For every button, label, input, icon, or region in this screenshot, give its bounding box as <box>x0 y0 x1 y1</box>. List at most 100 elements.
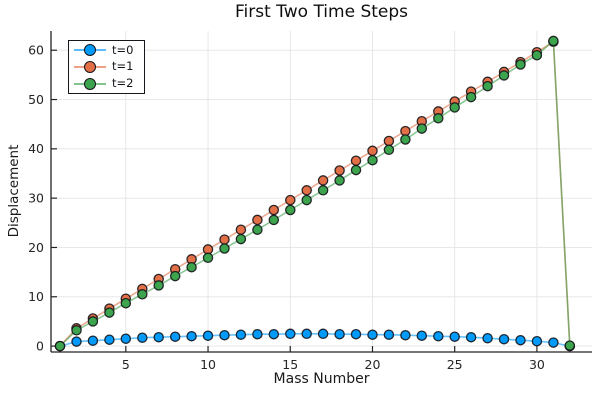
data-point-t=2 <box>317 185 329 196</box>
legend-entry-t0: t=0 <box>69 43 144 58</box>
data-point-t=2 <box>120 297 132 309</box>
data-point-t=0 <box>433 330 444 342</box>
y-axis-label: Displacement <box>6 144 22 238</box>
data-point-t=0 <box>482 332 493 344</box>
data-point-t=0 <box>350 328 362 340</box>
data-point-t=2 <box>400 134 411 145</box>
data-point-t=2 <box>465 91 477 103</box>
data-point-t=1 <box>334 165 345 176</box>
data-point-t=2 <box>268 214 280 226</box>
data-point-t=2 <box>334 175 345 186</box>
data-point-t=0 <box>252 328 263 340</box>
data-point-t=2 <box>54 340 66 352</box>
data-point-t=0 <box>416 330 428 341</box>
data-point-t=2 <box>186 261 197 273</box>
data-point-t=2 <box>367 154 378 166</box>
data-point-t=0 <box>268 328 280 340</box>
data-point-t=2 <box>235 233 247 245</box>
data-point-t=0 <box>120 333 132 344</box>
data-point-t=2 <box>350 164 362 176</box>
data-point-t=2 <box>449 102 460 113</box>
data-point-t=0 <box>219 329 230 341</box>
x-tick-label: 20 <box>365 357 381 372</box>
x-tick-label: 30 <box>529 357 545 372</box>
data-point-t=0 <box>449 331 460 342</box>
data-point-t=2 <box>169 270 181 282</box>
data-point-t=1 <box>301 185 312 196</box>
data-point-t=1 <box>317 175 329 186</box>
data-point-t=1 <box>268 204 280 216</box>
data-point-t=2 <box>153 280 164 291</box>
data-point-t=0 <box>87 335 99 346</box>
data-point-t=1 <box>367 145 378 157</box>
y-tick-label: 20 <box>28 240 44 255</box>
legend-swatch <box>74 44 106 57</box>
x-tick-label: 25 <box>447 357 463 372</box>
y-tick-label: 0 <box>36 338 44 353</box>
data-point-t=0 <box>400 329 411 341</box>
data-point-t=0 <box>367 329 378 340</box>
data-point-t=1 <box>235 224 247 235</box>
data-point-t=0 <box>498 333 510 345</box>
y-tick-label: 40 <box>28 141 44 156</box>
circle-marker-icon <box>84 44 96 57</box>
data-point-t=2 <box>515 59 526 70</box>
data-point-t=0 <box>186 330 197 342</box>
data-point-t=1 <box>383 135 395 147</box>
data-point-t=2 <box>482 80 493 92</box>
x-tick-label: 5 <box>122 357 130 372</box>
data-point-t=2 <box>416 123 428 134</box>
data-point-t=1 <box>350 155 362 166</box>
legend-entry-t2: t=2 <box>69 76 144 91</box>
data-point-t=2 <box>71 325 82 336</box>
data-point-t=2 <box>301 194 312 206</box>
chart-title: First Two Time Steps <box>234 2 409 22</box>
data-point-t=0 <box>301 328 312 340</box>
data-point-t=2 <box>104 307 115 318</box>
data-point-t=2 <box>564 340 576 351</box>
data-point-t=0 <box>169 331 181 342</box>
data-point-t=2 <box>219 243 230 254</box>
y-tick-label: 30 <box>28 190 44 205</box>
data-point-t=0 <box>235 329 247 340</box>
data-point-t=0 <box>465 331 477 343</box>
data-point-t=0 <box>531 335 543 347</box>
data-point-t=2 <box>531 49 543 61</box>
data-point-t=1 <box>219 234 230 245</box>
data-point-t=2 <box>433 113 444 124</box>
x-tick-label: 15 <box>282 357 298 372</box>
data-point-t=2 <box>137 289 148 300</box>
data-point-t=0 <box>548 337 559 348</box>
legend-swatch <box>74 77 106 90</box>
legend-swatch <box>74 61 106 74</box>
data-point-t=2 <box>498 70 510 81</box>
data-point-t=1 <box>285 194 296 206</box>
y-tick-label: 50 <box>28 92 44 107</box>
legend-label: t=2 <box>112 76 134 90</box>
y-tick-label: 10 <box>28 289 44 304</box>
data-point-t=2 <box>383 144 395 156</box>
data-point-t=0 <box>137 332 148 343</box>
data-point-t=0 <box>383 329 395 340</box>
data-point-t=0 <box>202 330 214 341</box>
data-point-t=2 <box>252 224 263 235</box>
data-point-t=0 <box>71 336 82 347</box>
data-point-t=0 <box>317 328 329 340</box>
x-axis-label: Mass Number <box>273 371 370 387</box>
data-point-t=2 <box>285 204 296 216</box>
data-point-t=0 <box>104 334 115 345</box>
data-point-t=0 <box>334 328 345 340</box>
legend: t=0 t=1 t=2 <box>68 40 145 94</box>
data-point-t=2 <box>548 35 559 47</box>
x-tick-label: 10 <box>200 357 216 372</box>
data-point-t=1 <box>252 214 263 226</box>
circle-marker-icon <box>84 61 96 73</box>
data-point-t=0 <box>153 331 164 343</box>
data-point-t=0 <box>285 328 296 340</box>
legend-entry-t1: t=1 <box>69 60 144 75</box>
data-point-t=0 <box>515 334 526 346</box>
circle-marker-icon <box>84 77 96 90</box>
data-point-t=2 <box>202 252 214 264</box>
